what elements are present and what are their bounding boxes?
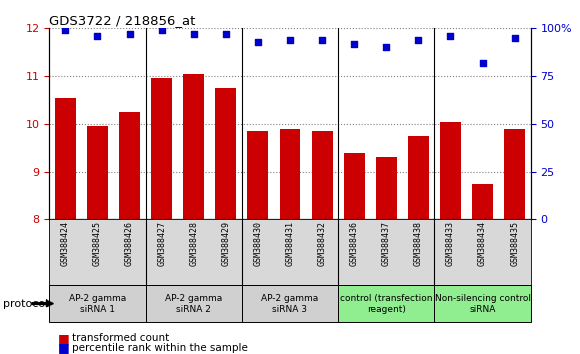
Text: AP-2 gamma
siRNA 3: AP-2 gamma siRNA 3 xyxy=(262,293,318,314)
Point xyxy=(414,37,423,42)
Point xyxy=(382,45,391,50)
Text: GSM388428: GSM388428 xyxy=(189,222,198,267)
Text: AP-2 gamma
siRNA 1: AP-2 gamma siRNA 1 xyxy=(69,293,126,314)
Bar xyxy=(338,285,434,322)
Text: GSM388436: GSM388436 xyxy=(350,222,358,267)
Bar xyxy=(504,129,525,219)
Text: transformed count: transformed count xyxy=(72,333,170,343)
Text: protocol: protocol xyxy=(3,298,48,309)
Point xyxy=(446,33,455,39)
Point xyxy=(93,33,102,39)
Point xyxy=(510,35,519,41)
Bar xyxy=(344,153,365,219)
Text: GSM388438: GSM388438 xyxy=(414,222,423,267)
Text: Non-silencing control
siRNA: Non-silencing control siRNA xyxy=(434,293,531,314)
Text: GSM388425: GSM388425 xyxy=(93,222,102,267)
Bar xyxy=(183,74,204,219)
Bar xyxy=(434,285,531,322)
Point xyxy=(221,31,230,37)
Text: AP-2 gamma
siRNA 2: AP-2 gamma siRNA 2 xyxy=(165,293,222,314)
Bar xyxy=(440,121,461,219)
Bar xyxy=(408,136,429,219)
Text: GSM388435: GSM388435 xyxy=(510,222,519,267)
Bar xyxy=(55,98,76,219)
Point xyxy=(350,41,359,46)
Point xyxy=(478,60,487,65)
Point xyxy=(253,39,263,45)
Point xyxy=(61,27,70,33)
Text: GSM388426: GSM388426 xyxy=(125,222,134,267)
Bar xyxy=(376,157,397,219)
Bar xyxy=(242,285,338,322)
Bar xyxy=(215,88,236,219)
Point xyxy=(317,37,327,42)
Text: GSM388424: GSM388424 xyxy=(61,222,70,267)
Bar xyxy=(146,285,242,322)
Bar xyxy=(49,285,146,322)
Text: GSM388437: GSM388437 xyxy=(382,222,391,267)
Text: ■: ■ xyxy=(58,332,70,344)
Point xyxy=(157,27,166,33)
Text: ■: ■ xyxy=(58,341,70,354)
Bar xyxy=(311,131,332,219)
Bar xyxy=(472,184,493,219)
Text: GSM388427: GSM388427 xyxy=(157,222,166,267)
Bar xyxy=(119,112,140,219)
Text: GSM388432: GSM388432 xyxy=(318,222,327,267)
Text: GSM388434: GSM388434 xyxy=(478,222,487,267)
Text: percentile rank within the sample: percentile rank within the sample xyxy=(72,343,248,353)
Text: GSM388429: GSM388429 xyxy=(222,222,230,267)
Point xyxy=(285,37,295,42)
Text: control (transfection
reagent): control (transfection reagent) xyxy=(340,293,433,314)
Text: GDS3722 / 218856_at: GDS3722 / 218856_at xyxy=(49,14,195,27)
Point xyxy=(189,31,198,37)
Bar xyxy=(87,126,108,219)
Text: GSM388430: GSM388430 xyxy=(253,222,262,267)
Bar xyxy=(280,129,300,219)
Text: GSM388431: GSM388431 xyxy=(285,222,295,267)
Bar xyxy=(151,79,172,219)
Point xyxy=(125,31,134,37)
Bar xyxy=(248,131,269,219)
Text: GSM388433: GSM388433 xyxy=(446,222,455,267)
